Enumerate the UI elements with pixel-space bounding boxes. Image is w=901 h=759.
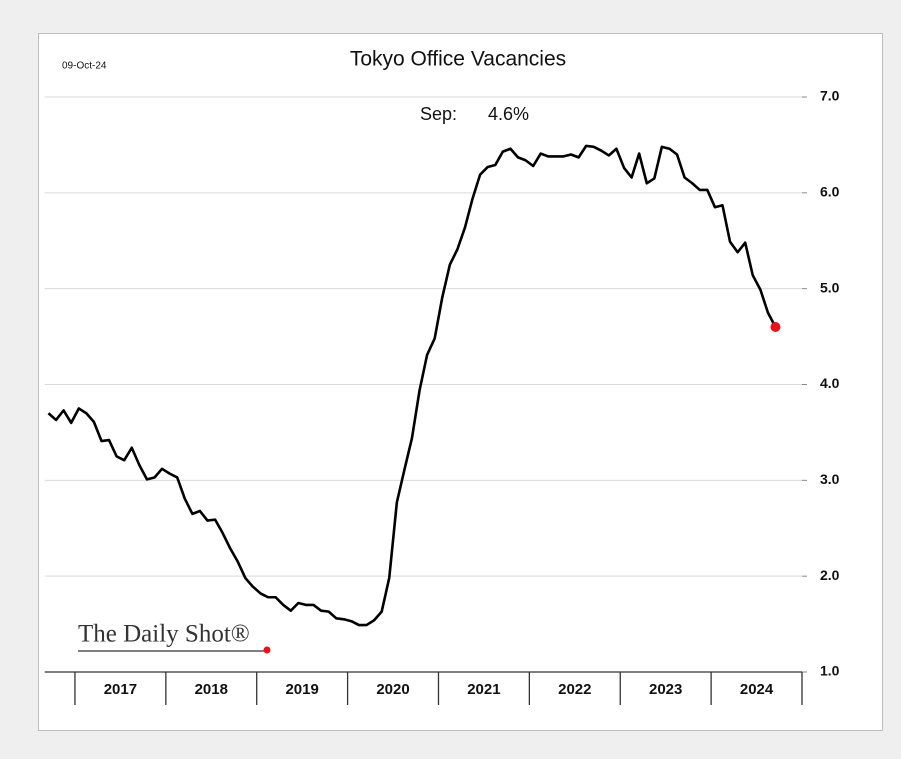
watermark-dot <box>263 646 271 654</box>
annotation-value: 4.6% <box>488 104 529 124</box>
y-tick-label: 4.0 <box>820 375 840 391</box>
x-tick-label: 2018 <box>195 681 228 698</box>
chart-panel <box>38 33 883 731</box>
date: 09-Oct-24 <box>62 61 107 72</box>
annotation-label: Sep: <box>420 104 457 124</box>
y-tick-label: 3.0 <box>820 471 840 487</box>
watermark: The Daily Shot® <box>78 621 250 648</box>
x-tick-label: 2024 <box>740 681 774 698</box>
x-tick-label: 2023 <box>649 681 682 698</box>
y-tick-label: 5.0 <box>820 279 840 295</box>
x-tick-label: 2021 <box>467 681 500 698</box>
last-point <box>770 322 781 332</box>
chart-title: Tokyo Office Vacancies <box>350 48 566 71</box>
x-tick-label: 2019 <box>285 681 318 698</box>
x-tick-label: 2020 <box>376 681 409 698</box>
y-tick-label: 7.0 <box>820 88 840 104</box>
line <box>47 144 777 627</box>
x-tick-label: 2022 <box>558 681 591 698</box>
y-tick-label: 2.0 <box>820 567 840 583</box>
y-tick-label: 6.0 <box>820 184 840 200</box>
y-tick-label: 1.0 <box>820 663 840 679</box>
x-tick-label: 2017 <box>104 681 137 698</box>
